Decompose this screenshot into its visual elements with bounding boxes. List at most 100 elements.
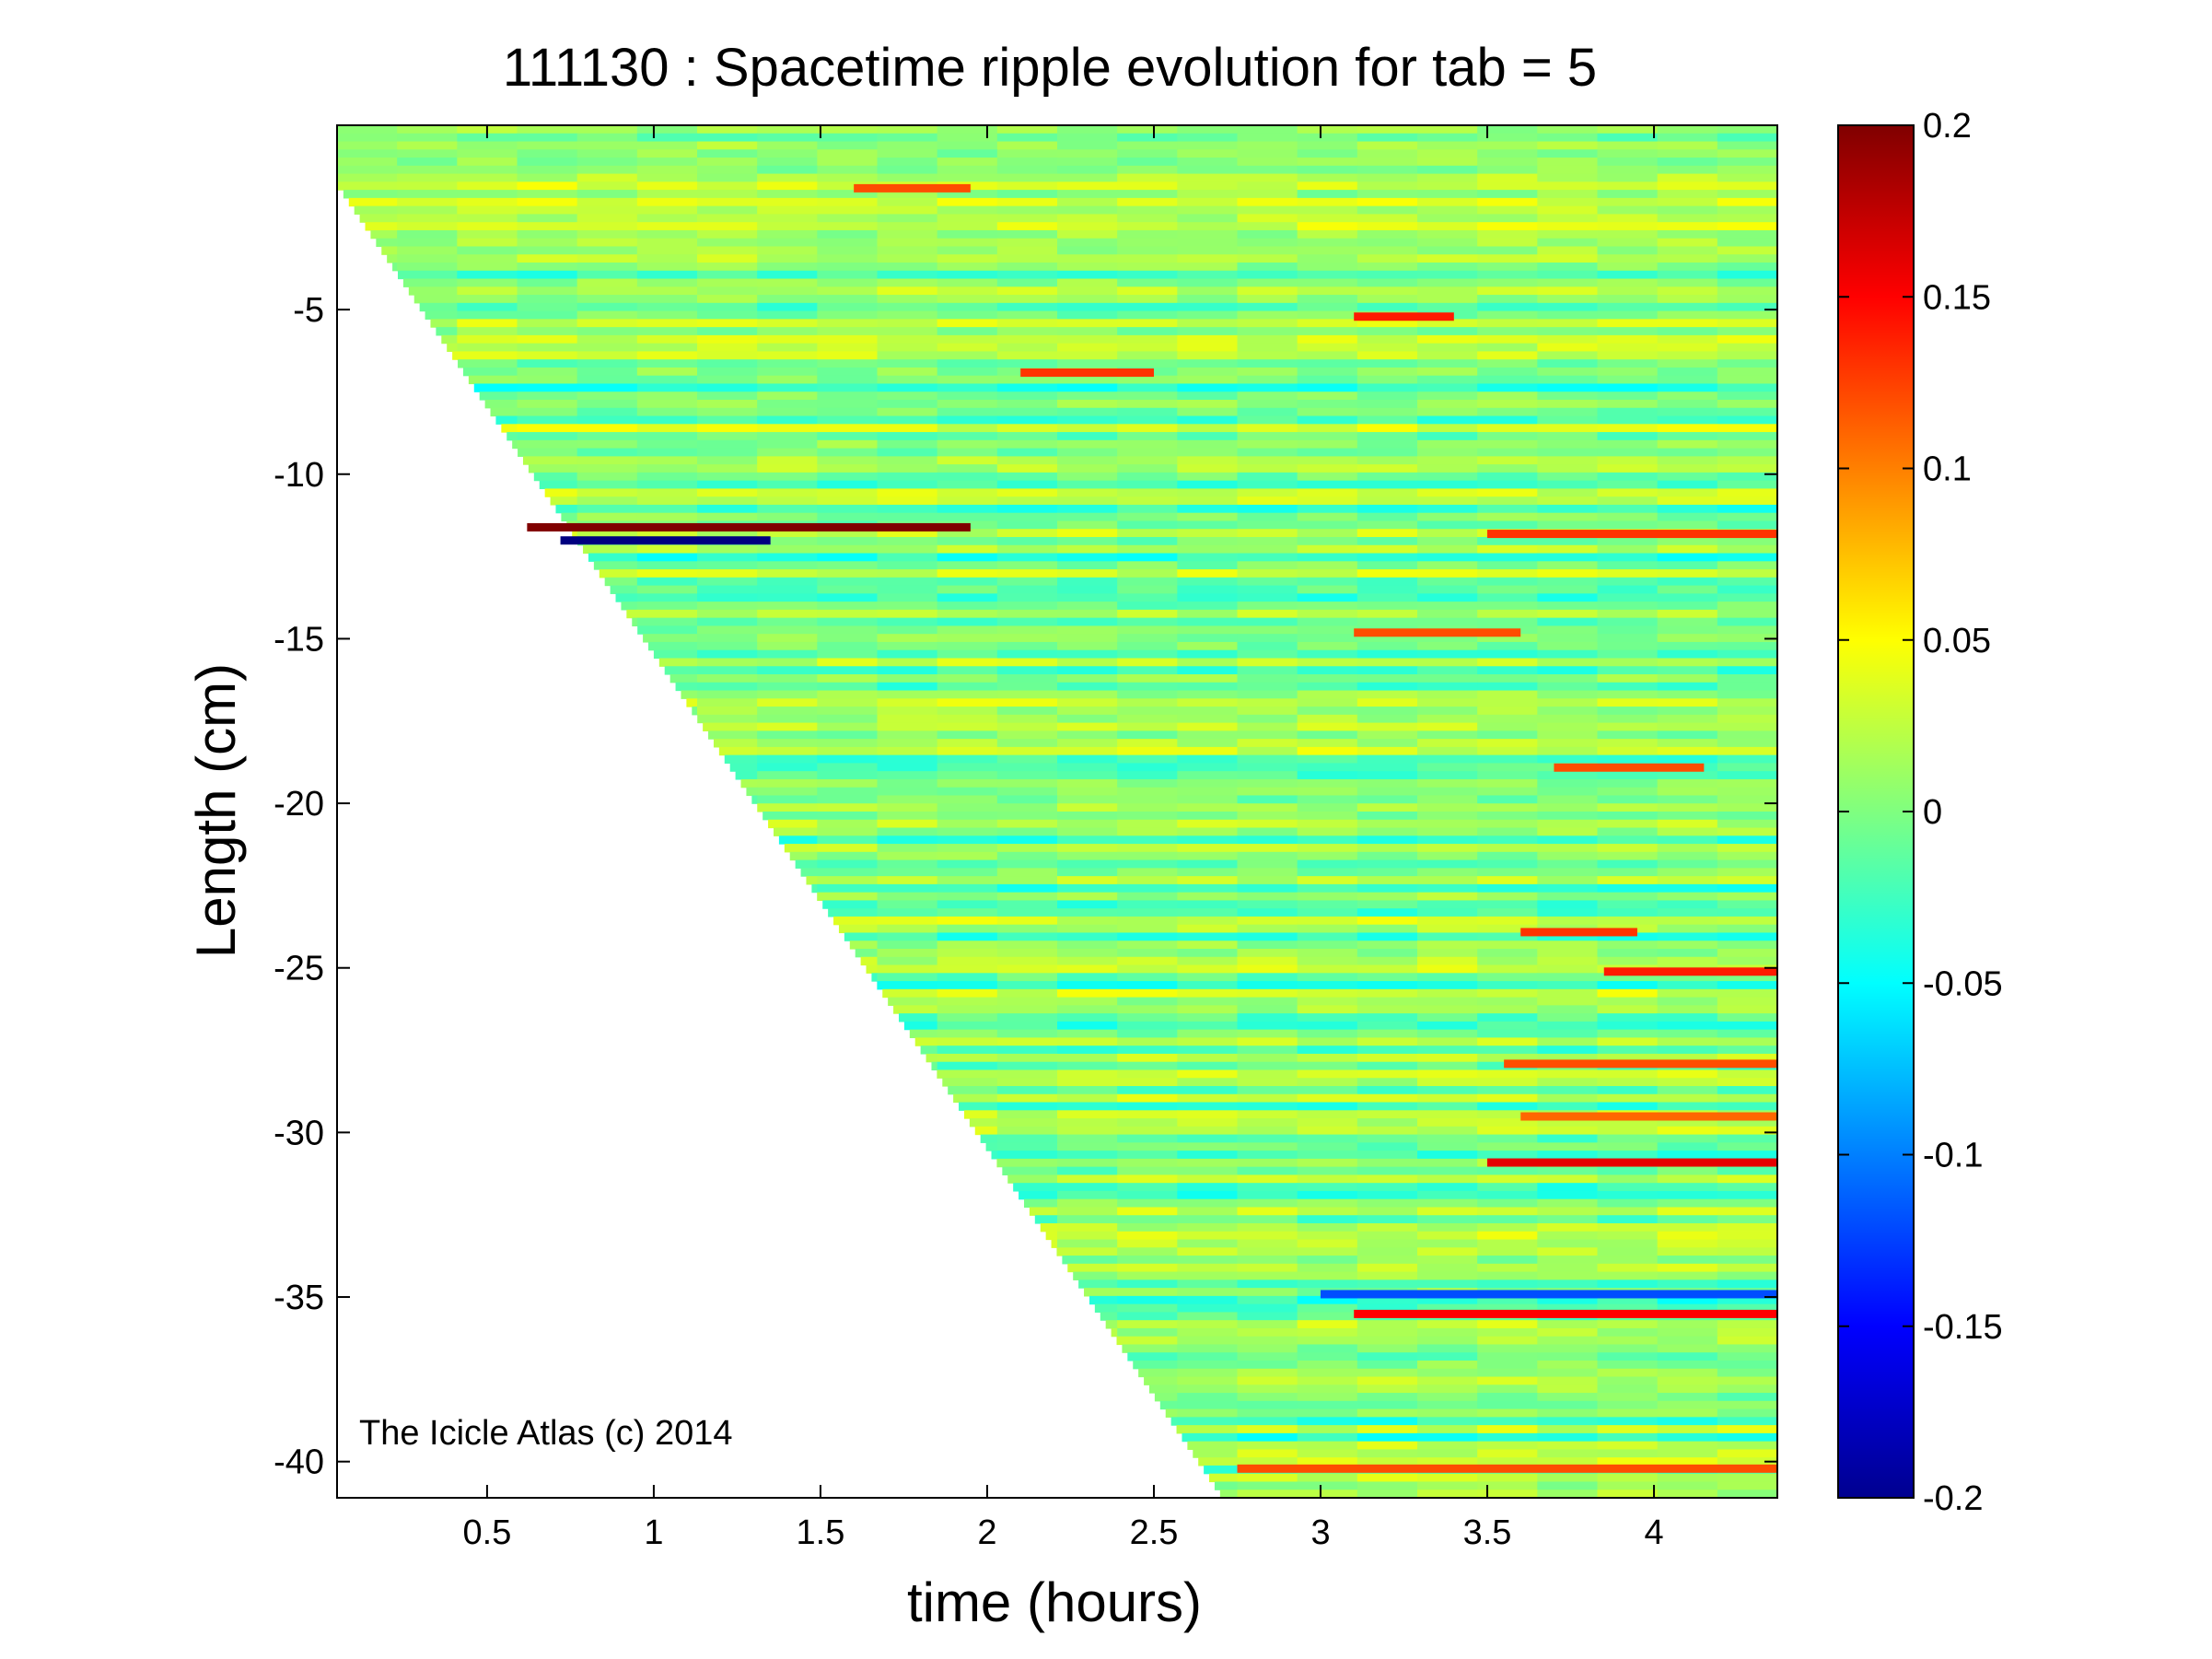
heatmap-cell xyxy=(996,537,1058,546)
heatmap-cell xyxy=(1477,973,1538,982)
heatmap-cell xyxy=(1057,674,1118,683)
heatmap-cell xyxy=(757,561,818,570)
heatmap-cell xyxy=(697,165,758,175)
heatmap-cell xyxy=(1417,617,1478,627)
heatmap-cell xyxy=(1597,1247,1659,1256)
heatmap-cell xyxy=(522,456,578,465)
heatmap-cell xyxy=(877,439,938,450)
heatmap-cell xyxy=(1657,197,1718,207)
heatmap-cell xyxy=(1417,1393,1478,1402)
heatmap-cell xyxy=(1717,1256,1777,1265)
heatmap-cell xyxy=(877,149,938,158)
heatmap-cell xyxy=(1237,1312,1298,1321)
heatmap-cell xyxy=(757,375,818,385)
heatmap-cell xyxy=(1657,1408,1718,1418)
heatmap-cell xyxy=(1067,1263,1118,1273)
heatmap-cell xyxy=(1417,803,1478,812)
heatmap-cell xyxy=(817,876,879,885)
heatmap-cell xyxy=(1417,1061,1478,1071)
heatmap-cell xyxy=(996,497,1058,506)
heatmap-cell xyxy=(1237,1215,1298,1224)
heatmap-cell xyxy=(1297,302,1358,312)
heatmap-cell xyxy=(1177,424,1239,433)
heatmap-cell xyxy=(636,391,698,401)
heatmap-cell xyxy=(1117,827,1178,836)
heatmap-cell xyxy=(1237,1134,1298,1143)
heatmap-cell xyxy=(1057,488,1118,497)
heatmap-cell xyxy=(1417,949,1478,958)
heatmap-cell xyxy=(1237,876,1298,885)
heatmap-cell xyxy=(1177,1118,1239,1127)
heatmap-cell xyxy=(996,577,1058,587)
heatmap-cell xyxy=(1477,197,1538,207)
heatmap-cell xyxy=(1597,190,1659,199)
heatmap-cell xyxy=(1297,1361,1358,1370)
heatmap-cell xyxy=(877,649,938,660)
heatmap-cell xyxy=(1417,229,1478,240)
heatmap-cell xyxy=(1177,544,1239,555)
heatmap-cell xyxy=(1477,674,1538,683)
heatmap-cell xyxy=(888,997,938,1006)
heatmap-cell xyxy=(576,343,638,353)
heatmap-cell xyxy=(1417,924,1478,934)
heatmap-cell xyxy=(963,1110,998,1119)
heatmap-cell xyxy=(1237,1279,1298,1289)
heatmap-cell xyxy=(1297,625,1358,635)
heatmap-cell xyxy=(1356,1417,1418,1426)
heatmap-cell xyxy=(1477,771,1538,780)
heatmap-cell xyxy=(1356,544,1418,555)
heatmap-cell xyxy=(1117,1198,1178,1209)
heatmap-cell xyxy=(468,375,518,385)
heatmap-cell xyxy=(1356,553,1418,562)
heatmap-cell xyxy=(1477,1279,1538,1289)
heatmap-cell xyxy=(1717,981,1777,990)
heatmap-cell xyxy=(1717,561,1777,570)
heatmap-cell xyxy=(1657,1473,1718,1483)
x-axis-title: time (hours) xyxy=(907,1571,1202,1633)
heatmap-cell xyxy=(1237,327,1298,336)
heatmap-cell xyxy=(1057,754,1118,765)
heatmap-cell xyxy=(1237,1126,1298,1136)
heatmap-cell xyxy=(425,310,458,320)
heatmap-cell xyxy=(1597,359,1659,368)
heatmap-cell xyxy=(1717,1046,1777,1055)
heatmap-cell xyxy=(996,464,1058,473)
heatmap-cell xyxy=(877,868,938,877)
heatmap-cell xyxy=(1657,1183,1718,1192)
heatmap-cell xyxy=(1057,617,1118,627)
heatmap-cell xyxy=(937,900,998,909)
heatmap-cell xyxy=(817,844,879,853)
heatmap-cell xyxy=(1237,1336,1298,1346)
heatmap-cell xyxy=(1477,1183,1538,1192)
heatmap-cell xyxy=(996,173,1058,182)
heatmap-cell xyxy=(1657,254,1718,263)
heatmap-cell xyxy=(937,391,998,401)
heatmap-cell xyxy=(1657,439,1718,450)
heatmap-cell xyxy=(1417,351,1478,360)
heatmap-cell xyxy=(653,649,698,660)
heatmap-cell xyxy=(1717,343,1777,353)
heatmap-cell xyxy=(937,859,998,869)
heatmap-cell xyxy=(1356,1425,1418,1434)
heatmap-cell xyxy=(1297,585,1358,594)
heatmap-cell xyxy=(937,778,998,789)
heatmap-cell xyxy=(1657,569,1718,578)
heatmap-cell xyxy=(1477,1263,1538,1273)
heatmap-cell xyxy=(757,602,818,611)
heatmap-cell xyxy=(697,456,758,465)
heatmap-cell xyxy=(1237,1288,1298,1297)
heatmap-cell xyxy=(1297,1207,1358,1216)
heatmap-cell xyxy=(1537,981,1599,990)
heatmap-cell xyxy=(1177,214,1239,223)
heatmap-cell xyxy=(1537,1295,1599,1305)
heatmap-cell xyxy=(1537,1408,1599,1418)
heatmap-cell xyxy=(996,795,1058,804)
heatmap-cell xyxy=(1597,1223,1659,1233)
heatmap-cell xyxy=(457,295,518,304)
heatmap-cell xyxy=(457,278,518,287)
heatmap-cell xyxy=(1177,771,1239,780)
heatmap-cell xyxy=(996,1093,1058,1104)
heatmap-cell xyxy=(1057,544,1118,555)
heatmap-cell xyxy=(1356,569,1418,578)
heatmap-cell xyxy=(636,327,698,336)
